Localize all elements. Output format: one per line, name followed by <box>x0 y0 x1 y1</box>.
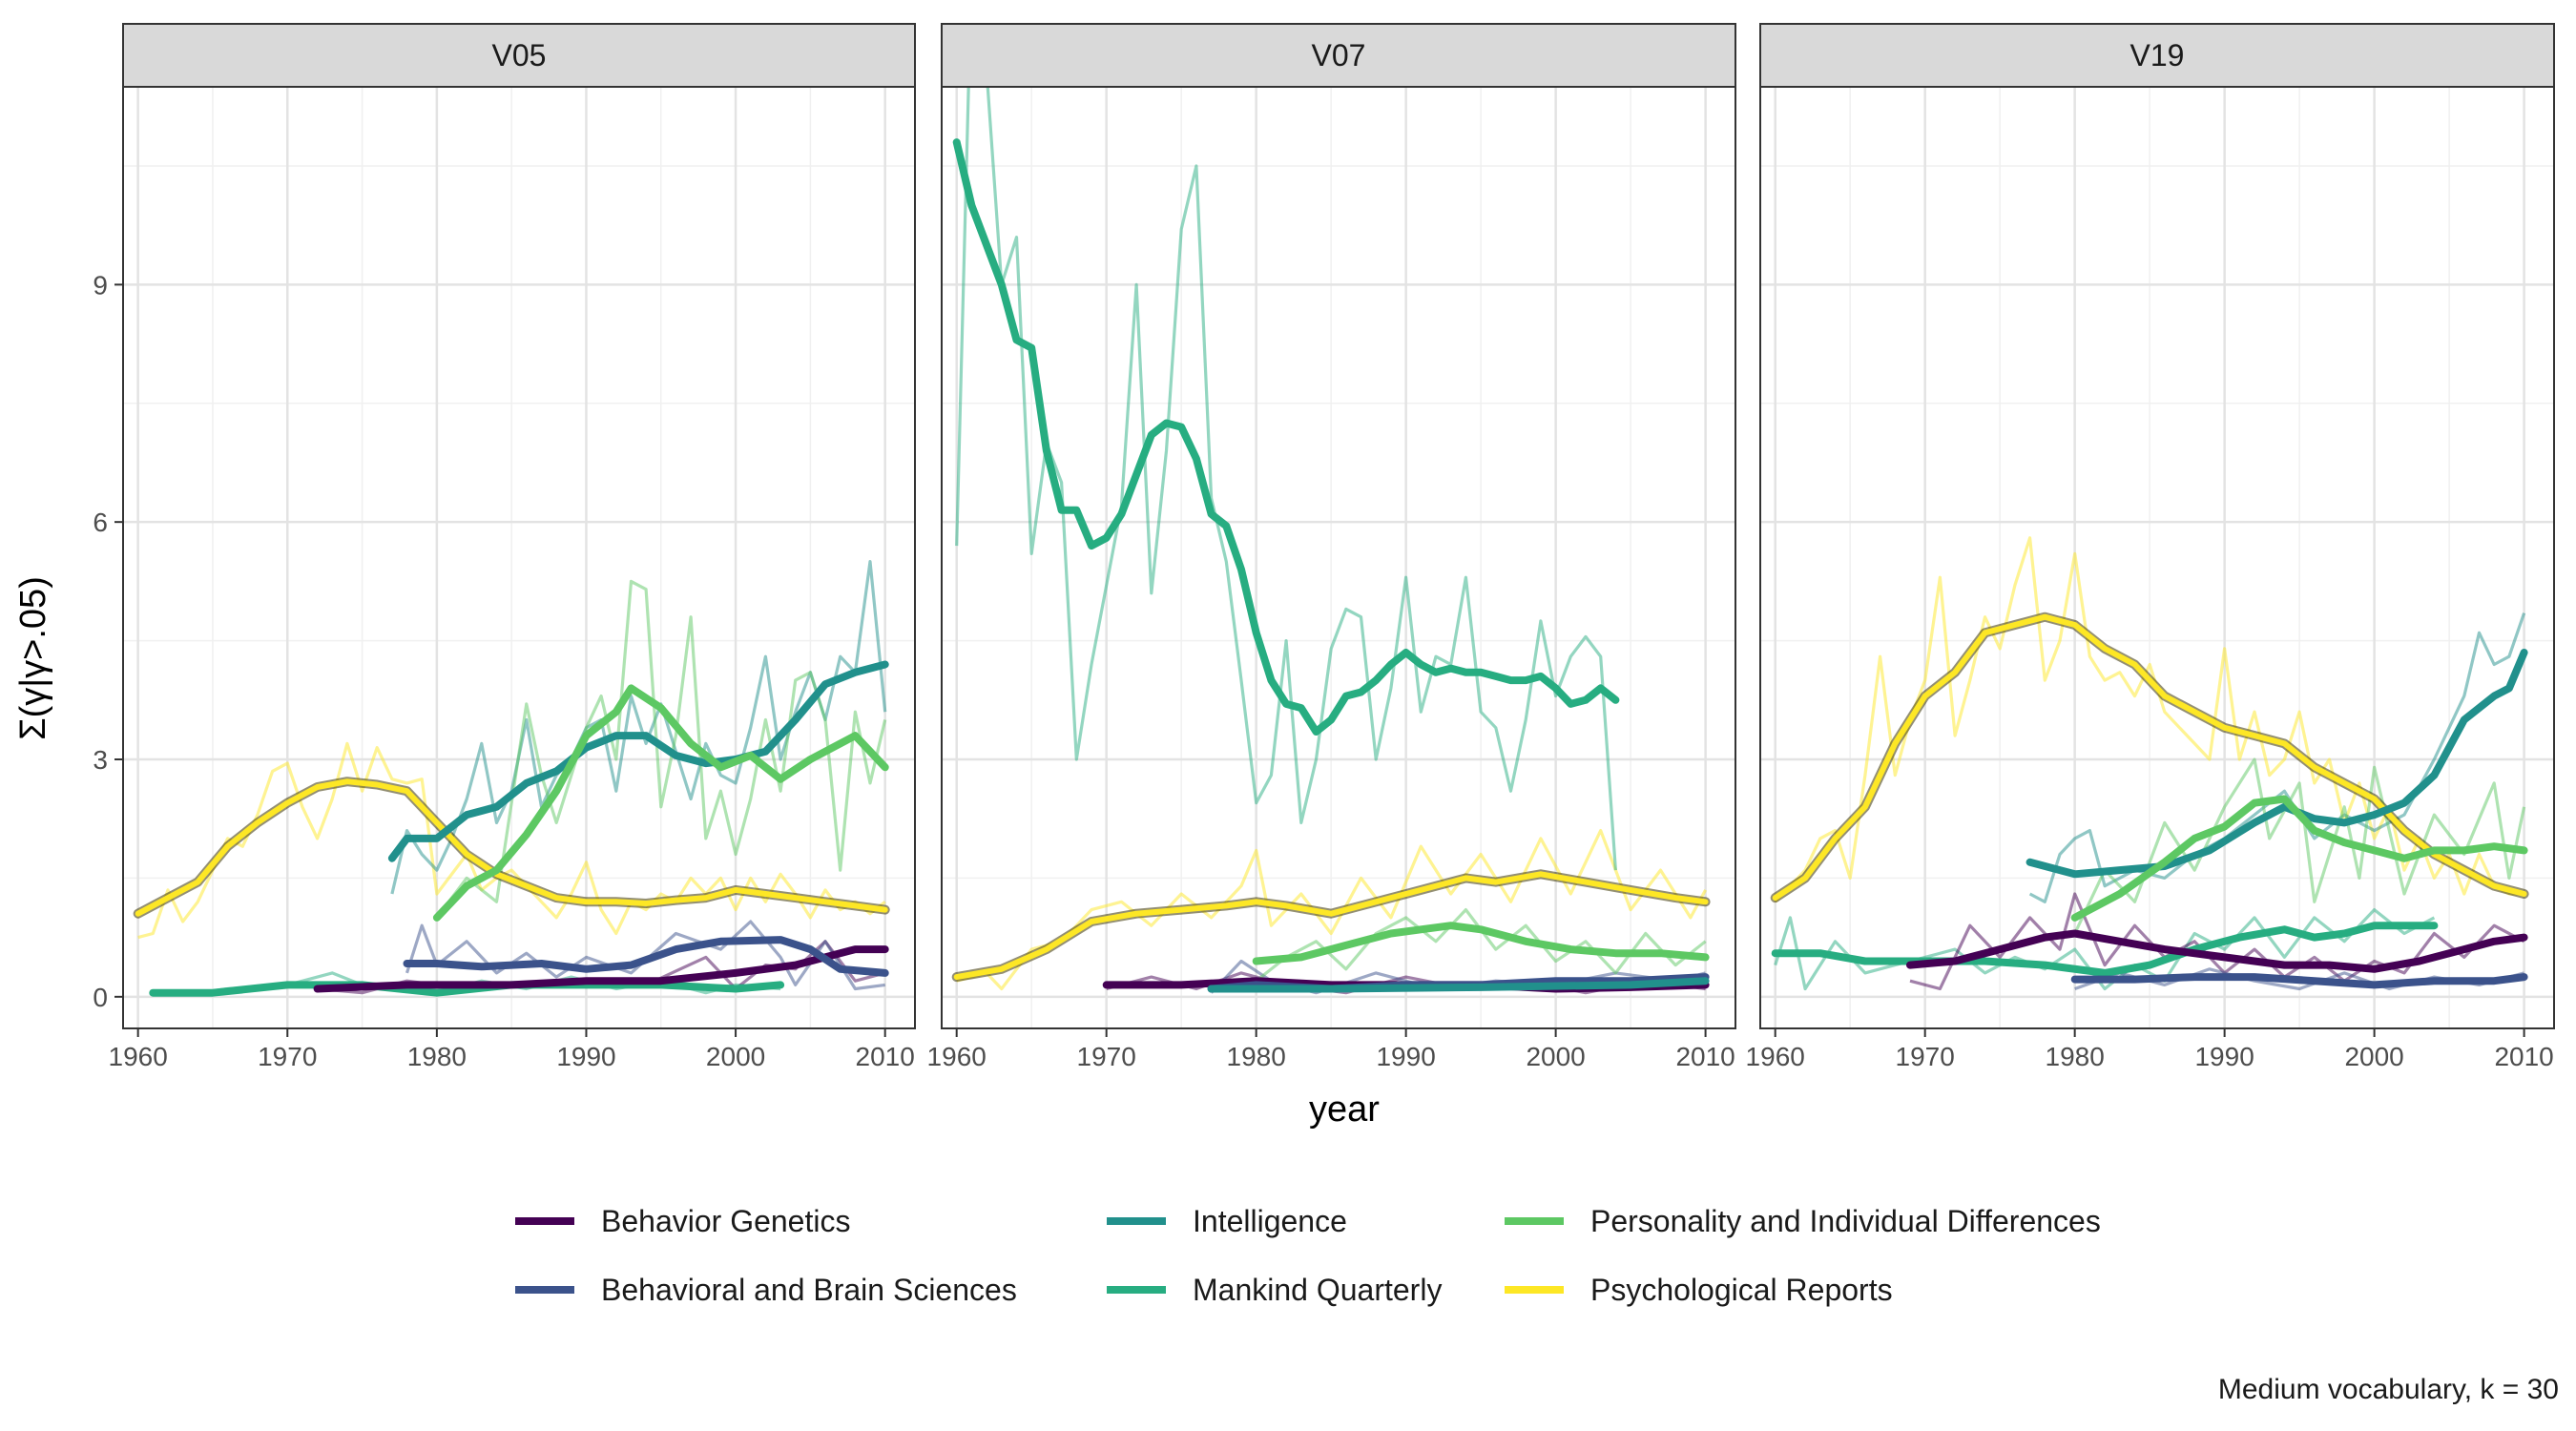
x-tick-label: 1970 <box>1896 1042 1955 1071</box>
raw-line-intelligence <box>390 560 887 895</box>
legend-label: Behavioral and Brain Sciences <box>601 1272 1017 1307</box>
smooth-line-intelligence <box>387 660 889 862</box>
smooth-line-behavior-genetics <box>1906 929 2528 973</box>
x-tick-label: 1980 <box>2046 1042 2105 1071</box>
raw-line-personality-and-individual-differences <box>2073 757 2526 935</box>
panel-background <box>1760 87 2554 1028</box>
panel-v19: V19 1960 1970 1980 1990 2000 2010 <box>1746 23 2555 1071</box>
legend-item: Intelligence <box>1107 1197 1347 1245</box>
x-tick-label: 1990 <box>1376 1042 1435 1071</box>
legend-key <box>1107 1286 1166 1294</box>
x-tick-label: 2000 <box>706 1042 765 1071</box>
x-tick-label: 1960 <box>927 1042 987 1071</box>
legend-label: Intelligence <box>1193 1203 1347 1238</box>
x-tick-label: 1990 <box>2194 1042 2254 1071</box>
smooth-line-personality-and-individual-differences <box>1252 922 1710 965</box>
smooth-line-personality-and-individual-differences <box>2070 795 2528 922</box>
smooth-line-behavior-genetics <box>313 945 889 993</box>
x-tick-label: 1960 <box>109 1042 168 1071</box>
facet-strip <box>941 23 1736 88</box>
legend-item: Personality and Individual Differences <box>1505 1197 2101 1245</box>
facet-strip-label: V07 <box>1312 38 1366 73</box>
smooth-line-mankind-quarterly <box>1771 922 2439 977</box>
x-tick-label: 1970 <box>1077 1042 1136 1071</box>
y-tick-label: 6 <box>93 508 108 537</box>
x-tick-label: 1960 <box>1746 1042 1805 1071</box>
legend-key <box>1505 1217 1564 1225</box>
legend-label: Mankind Quarterly <box>1193 1272 1443 1307</box>
facet-strip <box>122 23 916 88</box>
smooth-line-intelligence <box>2025 649 2528 879</box>
panel-lines <box>133 560 890 997</box>
panel-v07: V07 1960 1970 1980 1990 2000 2010 <box>927 23 1736 1071</box>
raw-line-personality-and-individual-differences <box>435 579 887 919</box>
legend-item: Mankind Quarterly <box>1107 1266 1442 1314</box>
x-tick-label: 2010 <box>856 1042 915 1071</box>
chart-caption: Medium vocabulary, k = 30 <box>2217 1374 2559 1405</box>
panel-v05: V05 1960 1970 1980 1990 2000 2010 0 3 6 9 <box>93 23 916 1071</box>
smooth-line-psychological-reports <box>135 778 888 917</box>
legend-item: Psychological Reports <box>1505 1266 1893 1314</box>
x-tick-label: 1970 <box>258 1042 317 1071</box>
legend-key <box>515 1217 574 1225</box>
legend-item: Behavior Genetics <box>515 1197 850 1245</box>
legend-key <box>1107 1217 1166 1225</box>
smooth-line-behavioral-and-brain-sciences <box>403 936 889 977</box>
x-tick-label: 1980 <box>1227 1042 1286 1071</box>
facet-strip-label: V05 <box>492 38 547 73</box>
raw-line-behavioral-and-brain-sciences <box>405 920 885 991</box>
x-tick-label: 2010 <box>1675 1042 1735 1071</box>
smooth-line-psychological-reports <box>1772 613 2527 902</box>
panel-background <box>942 87 1735 1028</box>
legend-item: Behavioral and Brain Sciences <box>515 1266 1017 1314</box>
smooth-line-personality-and-individual-differences <box>432 684 889 922</box>
x-tick-label: 2010 <box>2494 1042 2553 1071</box>
legend: Behavior Genetics Behavioral and Brain Sc… <box>515 1197 2328 1340</box>
legend-label: Behavior Genetics <box>601 1203 851 1238</box>
panel-background <box>123 87 915 1028</box>
x-axis-title: year <box>1309 1089 1380 1130</box>
smooth-line-mankind-quarterly <box>952 138 1620 736</box>
x-tick-label: 2000 <box>1526 1042 1585 1071</box>
smooth-line-mankind-quarterly <box>149 981 785 997</box>
y-tick-label: 0 <box>93 983 108 1012</box>
legend-key <box>515 1286 574 1294</box>
panel-lines <box>1770 536 2529 991</box>
x-tick-label: 2000 <box>2344 1042 2403 1071</box>
raw-line-psychological-reports <box>1774 536 2524 903</box>
legend-key <box>1505 1286 1564 1294</box>
smooth-line-psychological-reports <box>953 871 1709 981</box>
smooth-line-intelligence <box>1207 977 1710 993</box>
panel-lines <box>951 87 1711 995</box>
raw-line-mankind-quarterly <box>955 87 1617 871</box>
facet-strip-label: V19 <box>2130 38 2185 73</box>
y-tick-label: 9 <box>93 270 108 300</box>
y-tick-label: 3 <box>93 745 108 775</box>
legend-label: Personality and Individual Differences <box>1590 1203 2101 1238</box>
x-tick-label: 1980 <box>407 1042 467 1071</box>
facet-strip <box>1759 23 2555 88</box>
smooth-line-behavioral-and-brain-sciences <box>2070 973 2528 989</box>
y-axis-title: Σ(γ|γ>.05) <box>13 576 53 740</box>
x-tick-label: 1990 <box>556 1042 615 1071</box>
legend-label: Psychological Reports <box>1590 1272 1893 1307</box>
